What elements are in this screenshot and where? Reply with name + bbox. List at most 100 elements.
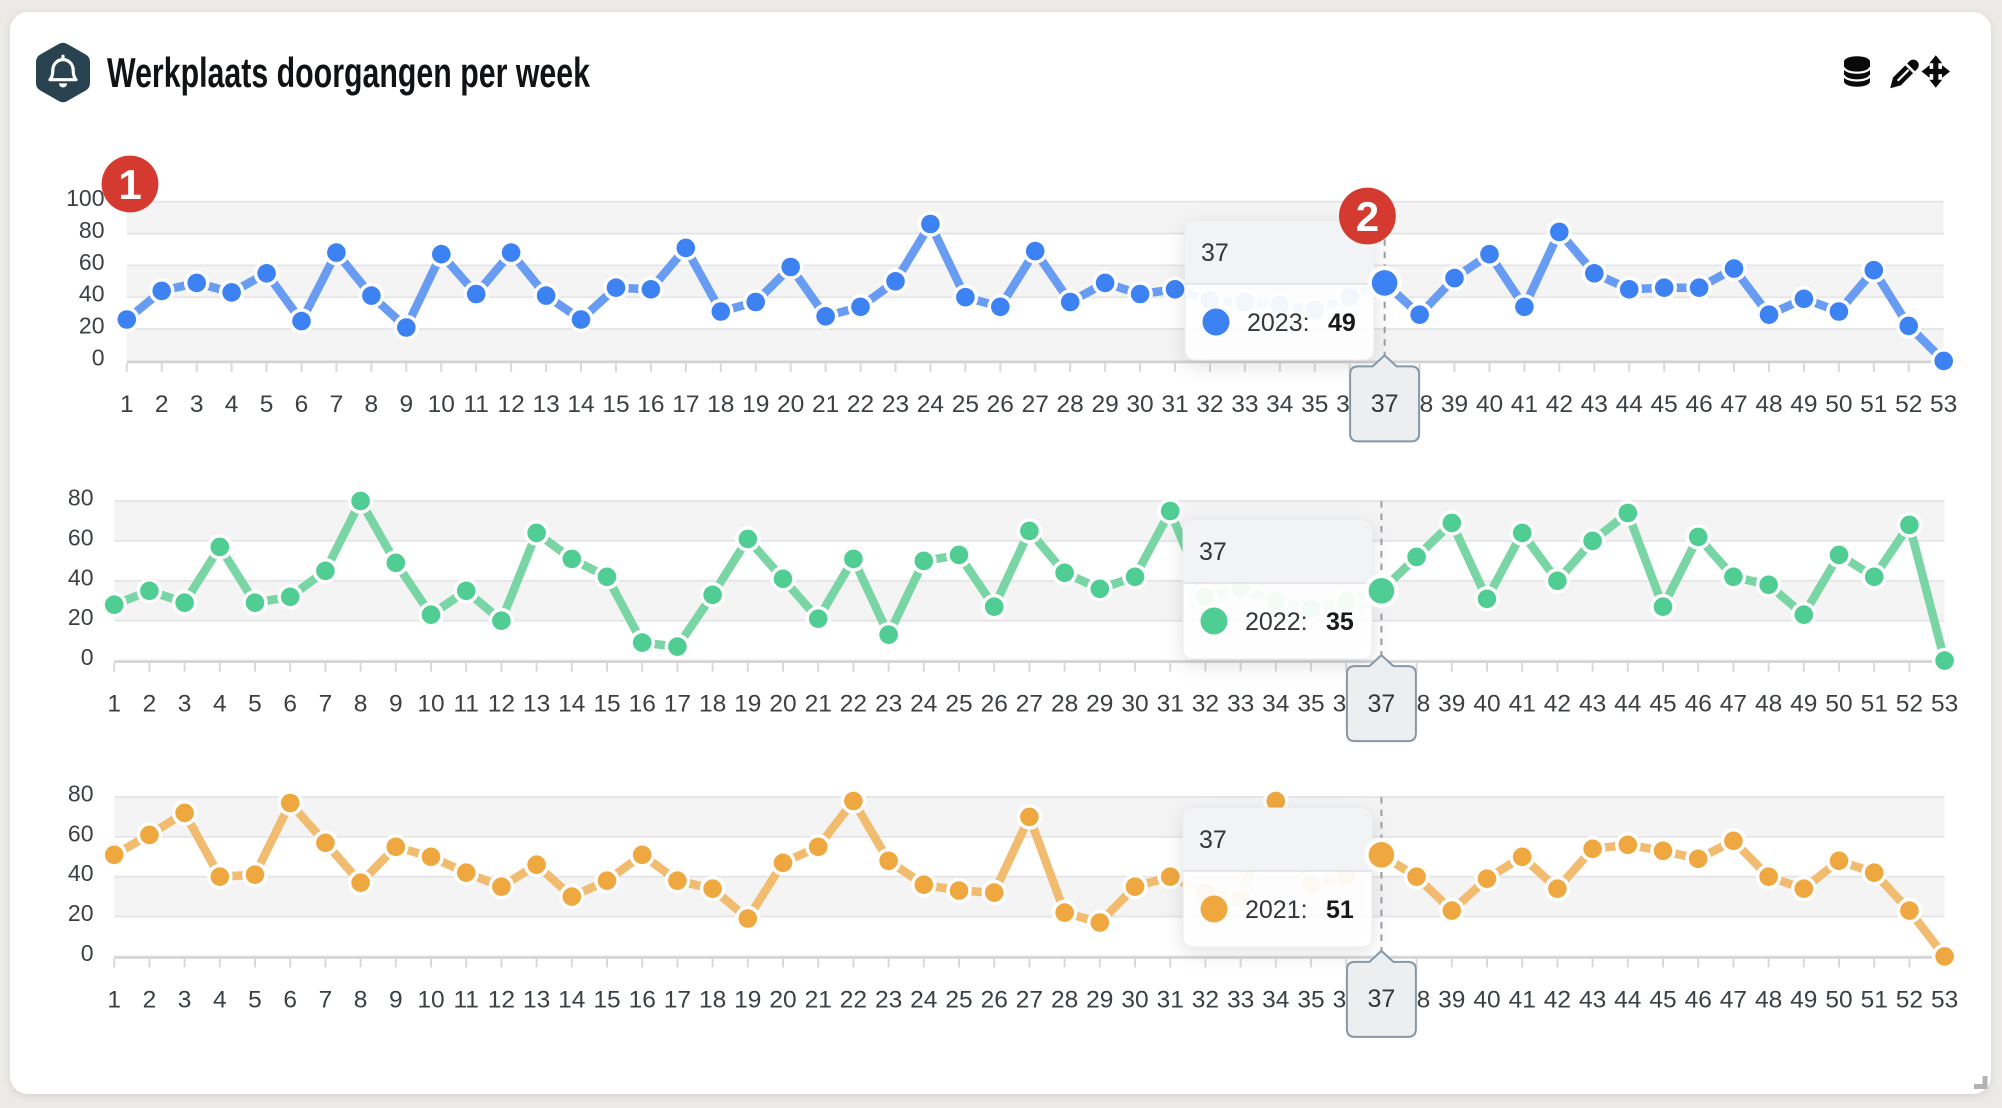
svg-text:24: 24 — [910, 986, 937, 1013]
svg-text:14: 14 — [567, 391, 594, 418]
svg-text:18: 18 — [699, 691, 726, 718]
svg-text:18: 18 — [699, 986, 726, 1013]
svg-text:11: 11 — [463, 391, 488, 418]
svg-text:19: 19 — [734, 986, 761, 1013]
svg-text:51: 51 — [1326, 896, 1354, 924]
svg-text:23: 23 — [875, 691, 902, 718]
svg-text:6: 6 — [283, 986, 297, 1013]
svg-text:44: 44 — [1616, 391, 1643, 418]
svg-text:27: 27 — [1016, 986, 1043, 1013]
svg-text:1: 1 — [107, 986, 121, 1013]
svg-text:42: 42 — [1546, 391, 1573, 418]
svg-text:10: 10 — [417, 986, 444, 1013]
svg-text:49: 49 — [1790, 391, 1817, 418]
svg-text:2: 2 — [1356, 193, 1379, 240]
svg-text:33: 33 — [1227, 691, 1254, 718]
svg-text:6: 6 — [283, 691, 297, 718]
svg-text:39: 39 — [1438, 691, 1465, 718]
svg-text:33: 33 — [1227, 986, 1254, 1013]
svg-text:52: 52 — [1895, 391, 1922, 418]
svg-text:14: 14 — [558, 986, 585, 1013]
svg-text:52: 52 — [1896, 986, 1923, 1013]
svg-text:35: 35 — [1297, 691, 1324, 718]
svg-text:35: 35 — [1301, 391, 1328, 418]
svg-text:46: 46 — [1685, 391, 1712, 418]
svg-text:41: 41 — [1509, 691, 1536, 718]
svg-text:34: 34 — [1262, 986, 1289, 1013]
svg-text:45: 45 — [1649, 691, 1676, 718]
svg-text:34: 34 — [1266, 391, 1293, 418]
svg-text:9: 9 — [399, 391, 413, 418]
svg-text:47: 47 — [1720, 691, 1747, 718]
svg-text:28: 28 — [1057, 391, 1084, 418]
svg-text:16: 16 — [637, 391, 664, 418]
svg-text:32: 32 — [1192, 691, 1219, 718]
svg-text:43: 43 — [1579, 691, 1606, 718]
svg-text:1: 1 — [107, 691, 121, 718]
svg-text:44: 44 — [1614, 986, 1641, 1013]
svg-text:13: 13 — [523, 691, 550, 718]
svg-text:53: 53 — [1931, 691, 1958, 718]
svg-text:22: 22 — [847, 391, 874, 418]
svg-text:40: 40 — [1473, 691, 1500, 718]
svg-text:50: 50 — [1825, 391, 1852, 418]
svg-text:22: 22 — [840, 691, 867, 718]
svg-text:50: 50 — [1825, 691, 1852, 718]
svg-text:51: 51 — [1860, 391, 1887, 418]
svg-text:48: 48 — [1755, 391, 1782, 418]
svg-text:42: 42 — [1544, 691, 1571, 718]
svg-text:17: 17 — [664, 986, 691, 1013]
svg-text:39: 39 — [1441, 391, 1468, 418]
svg-text:40: 40 — [1476, 391, 1503, 418]
svg-text:14: 14 — [558, 691, 585, 718]
svg-text:20: 20 — [769, 986, 796, 1013]
svg-text:32: 32 — [1196, 391, 1223, 418]
svg-text:2022:: 2022: — [1245, 608, 1308, 636]
svg-text:20: 20 — [79, 313, 105, 339]
svg-text:47: 47 — [1720, 986, 1747, 1013]
svg-text:2: 2 — [155, 391, 169, 418]
svg-text:53: 53 — [1931, 986, 1958, 1013]
svg-text:19: 19 — [742, 391, 769, 418]
svg-text:15: 15 — [593, 691, 620, 718]
svg-text:41: 41 — [1509, 986, 1536, 1013]
svg-text:Werkplaats doorgangen per week: Werkplaats doorgangen per week — [107, 49, 590, 96]
svg-text:27: 27 — [1022, 391, 1049, 418]
svg-text:28: 28 — [1051, 986, 1078, 1013]
svg-text:17: 17 — [664, 691, 691, 718]
svg-text:25: 25 — [945, 986, 972, 1013]
svg-text:28: 28 — [1051, 691, 1078, 718]
svg-text:40: 40 — [79, 281, 105, 307]
svg-text:25: 25 — [945, 691, 972, 718]
svg-text:0: 0 — [81, 940, 94, 966]
svg-text:29: 29 — [1086, 691, 1113, 718]
svg-text:52: 52 — [1896, 691, 1923, 718]
svg-text:35: 35 — [1326, 608, 1354, 636]
svg-text:60: 60 — [79, 249, 105, 275]
svg-text:7: 7 — [319, 691, 333, 718]
svg-text:10: 10 — [428, 391, 455, 418]
svg-text:20: 20 — [777, 391, 804, 418]
svg-text:40: 40 — [1473, 986, 1500, 1013]
svg-text:48: 48 — [1755, 986, 1782, 1013]
svg-text:2: 2 — [143, 986, 157, 1013]
svg-text:9: 9 — [389, 691, 403, 718]
svg-text:37: 37 — [1199, 538, 1227, 566]
svg-text:80: 80 — [68, 485, 94, 511]
svg-text:46: 46 — [1685, 691, 1712, 718]
svg-text:16: 16 — [629, 986, 656, 1013]
svg-text:26: 26 — [981, 986, 1008, 1013]
svg-text:30: 30 — [1121, 986, 1148, 1013]
svg-text:100: 100 — [66, 185, 104, 211]
svg-text:21: 21 — [805, 986, 832, 1013]
svg-text:44: 44 — [1614, 691, 1641, 718]
svg-text:4: 4 — [213, 691, 227, 718]
svg-text:7: 7 — [319, 986, 333, 1013]
svg-text:29: 29 — [1086, 986, 1113, 1013]
svg-text:21: 21 — [812, 391, 839, 418]
svg-text:11: 11 — [453, 986, 478, 1013]
svg-text:20: 20 — [68, 900, 94, 926]
svg-text:33: 33 — [1231, 391, 1258, 418]
svg-text:31: 31 — [1157, 986, 1184, 1013]
svg-text:2021:: 2021: — [1245, 896, 1308, 924]
